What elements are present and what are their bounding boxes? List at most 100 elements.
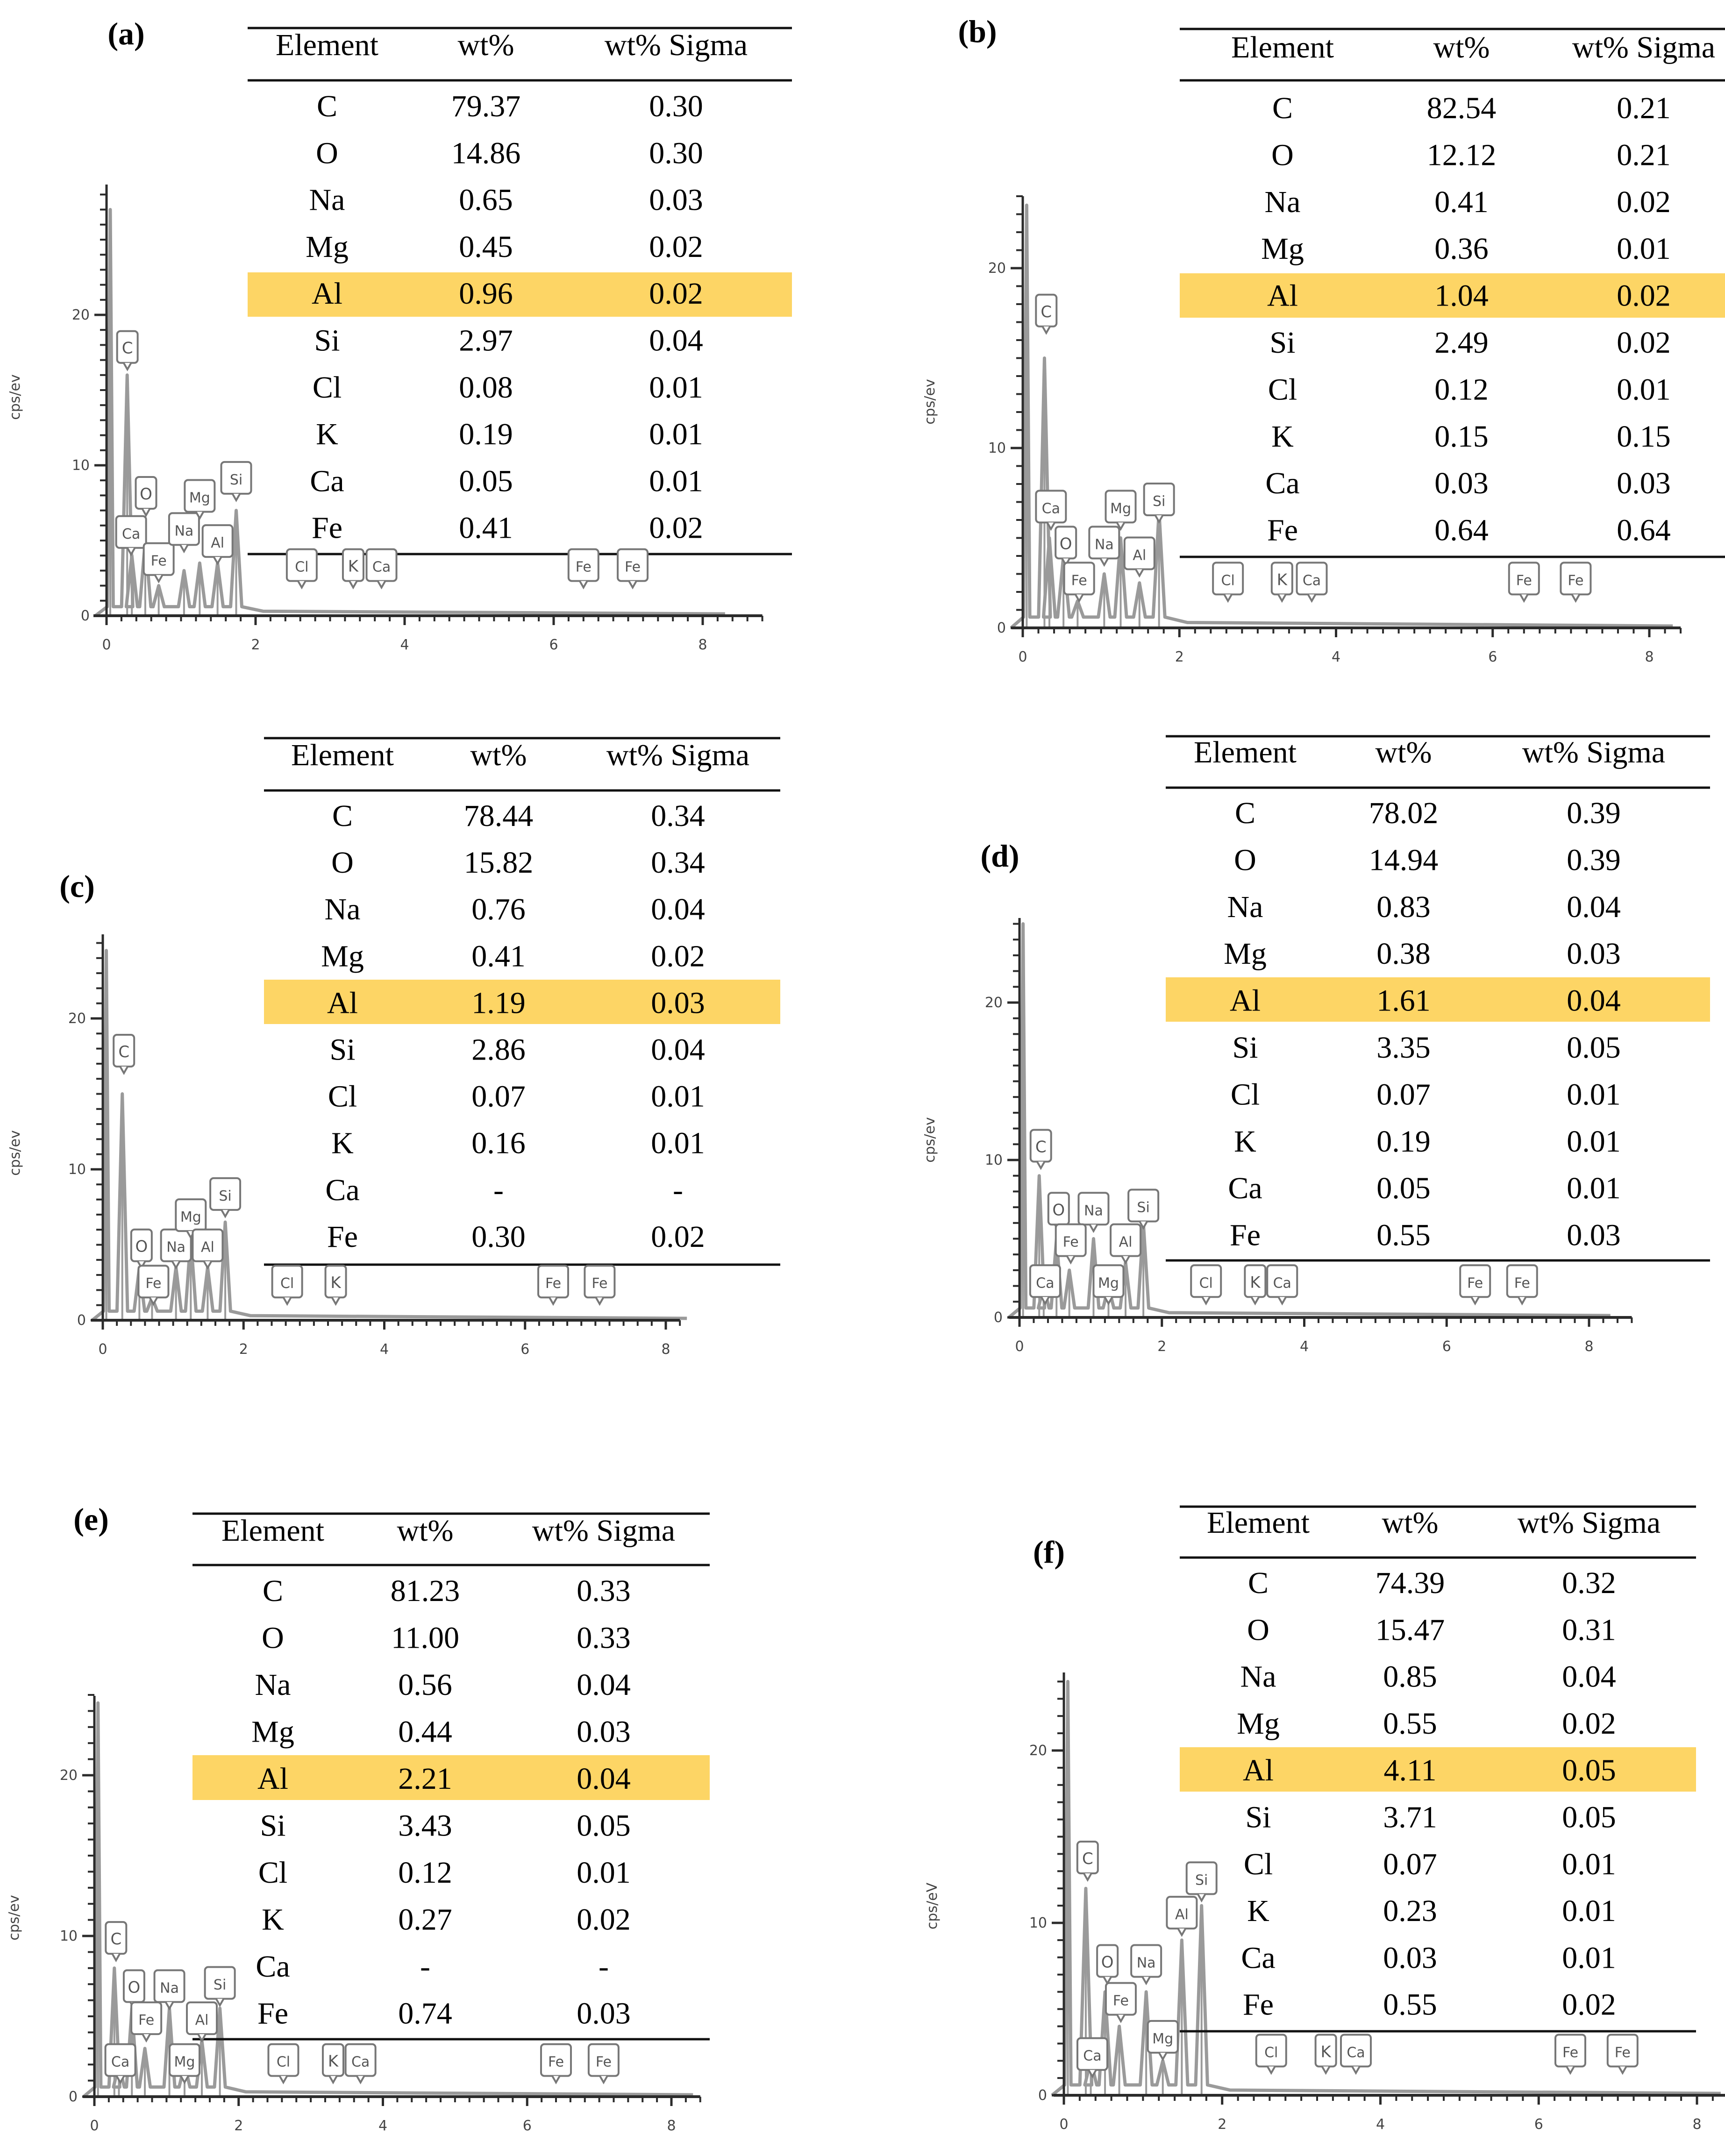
peak-label-text: Ca	[351, 2054, 370, 2071]
spectrum-line	[1010, 203, 1673, 629]
x-tick-label: 2	[234, 2118, 243, 2134]
peak-label: Mg	[175, 1198, 207, 1240]
sigma-cell: 0.05	[1567, 1031, 1621, 1065]
element-cell: O	[1247, 1613, 1269, 1647]
spectrum-line	[1051, 1679, 1721, 2097]
element-cell: Fe	[1267, 513, 1298, 548]
peak-label-text: Si	[214, 1977, 226, 1993]
x-tick-label: 6	[520, 1341, 529, 1358]
x-tick-label: 4	[1332, 649, 1340, 665]
wt-cell: 0.05	[459, 464, 513, 498]
element-cell: Mg	[251, 1715, 294, 1749]
element-cell: Ca	[325, 1173, 359, 1207]
y-tick-label: 10	[68, 1161, 86, 1178]
peak-label: Al	[1123, 536, 1155, 578]
composition-table: Element wt% wt% Sigma C 78.44 0.34 O 15.82 0.34 N…	[264, 737, 780, 1266]
x-tick-label: 4	[1300, 1338, 1309, 1355]
x-tick-label: 0	[98, 1341, 107, 1358]
peak-label-box	[1166, 1896, 1198, 1930]
peak-label-pointer	[1197, 1893, 1206, 1903]
table-header-cell: wt% Sigma	[1518, 1506, 1661, 1540]
peak-label-text: Ca	[122, 526, 140, 542]
sigma-cell: 0.02	[1617, 279, 1671, 313]
peak-label-text: Si	[230, 472, 242, 488]
sigma-cell: 0.03	[649, 183, 703, 217]
peak-label-pointer	[579, 580, 588, 590]
peak-label-pointer	[1116, 2014, 1126, 2023]
element-cell: Al	[257, 1762, 288, 1796]
peak-label-pointer	[231, 493, 241, 502]
peak-label: Na	[1077, 1192, 1110, 1233]
peak-label-pointer	[142, 2034, 151, 2043]
peak-label-pointer	[349, 580, 358, 590]
peak-label: Si	[204, 1966, 236, 2007]
x-tick-label: 0	[90, 2118, 99, 2134]
axes: 0 2 4 6 8 0 10 20	[988, 195, 1682, 665]
peak-label-pointer	[1177, 1928, 1187, 1937]
table-header-cell: Element	[221, 1514, 324, 1548]
peak-label-pointer	[1066, 1255, 1076, 1265]
peak-label-pointer	[1089, 1224, 1098, 1233]
element-cell: O	[316, 136, 338, 170]
peak-label-text: Fe	[625, 559, 641, 576]
spectrum-line	[91, 949, 687, 1322]
peak-label: Cl	[267, 2043, 299, 2085]
panel-b: (b) cps/ev 0 2 4 6 8 0 10 20 Element wt% wt% Sigma C 8…	[922, 14, 1725, 665]
x-tick-label: 2	[1218, 2116, 1226, 2133]
peak-label-pointer	[221, 1209, 230, 1218]
table-header-cell: wt%	[1382, 1506, 1439, 1540]
element-cell: Na	[309, 183, 345, 217]
peak-label-pointer	[197, 2034, 207, 2043]
peak-label: Ca	[365, 548, 398, 590]
x-tick-label: 6	[1488, 649, 1497, 665]
peak-label: O	[135, 476, 157, 518]
peak-label: Ca	[1029, 1264, 1061, 1306]
x-tick-label: 6	[523, 2118, 532, 2134]
peak-label-pointer	[1250, 1296, 1260, 1306]
y-axis-label: cps/ev	[922, 1117, 938, 1163]
panel-label: (c)	[59, 868, 94, 904]
element-cell: Si	[1269, 326, 1295, 360]
peak-label-text: Fe	[576, 559, 592, 576]
peak-label-text: Cl	[1199, 1275, 1213, 1291]
peak-label-pointer	[1099, 558, 1109, 567]
sigma-cell: 0.30	[649, 89, 703, 123]
element-cell: Na	[325, 892, 361, 926]
peak-label-text: Fe	[1063, 1234, 1079, 1251]
peak-label-pointer	[1135, 569, 1144, 578]
peak-label-pointer	[149, 1297, 158, 1306]
peak-label: Fe	[1105, 1982, 1137, 2023]
wt-cell: 81.23	[391, 1574, 460, 1608]
element-cell: K	[316, 417, 338, 451]
peak-label-text: O	[128, 1978, 141, 1997]
peak-label-text: Fe	[1516, 572, 1532, 589]
peak-label-pointer	[119, 1066, 128, 1075]
element-cell: Na	[1265, 185, 1301, 219]
wt-cell: 0.36	[1434, 232, 1489, 266]
wt-cell: 0.55	[1376, 1218, 1431, 1252]
peak-label: Fe	[137, 1265, 170, 1306]
table-header-cell: Element	[1207, 1506, 1310, 1540]
element-cell: Si	[1245, 1800, 1271, 1835]
wt-cell: 0.56	[398, 1668, 452, 1702]
peak-label: Ca	[1076, 2037, 1108, 2078]
y-axis-label: cps/ev	[6, 1895, 22, 1941]
panel-label: (a)	[107, 16, 144, 51]
element-cell: Ca	[310, 464, 344, 498]
peak-label-pointer	[377, 580, 386, 590]
wt-cell: 0.30	[471, 1220, 526, 1254]
sigma-cell: 0.01	[649, 464, 703, 498]
element-cell: C	[317, 89, 337, 123]
peak-label: Cl	[1212, 562, 1244, 603]
y-tick-label: 0	[1038, 2087, 1047, 2104]
peak-label-text: Fe	[596, 2054, 612, 2071]
peak-label-text: Si	[219, 1188, 231, 1204]
element-cell: Al	[327, 986, 358, 1020]
y-axis-label: cps/ev	[922, 379, 938, 425]
sigma-cell: 0.03	[1567, 1218, 1621, 1252]
sigma-cell: -	[599, 1950, 609, 1984]
sigma-cell: 0.39	[1567, 843, 1621, 877]
wt-cell: 0.55	[1383, 1707, 1437, 1741]
peak-label-pointer	[1074, 594, 1084, 603]
peak-label-pointer	[1321, 2066, 1331, 2075]
